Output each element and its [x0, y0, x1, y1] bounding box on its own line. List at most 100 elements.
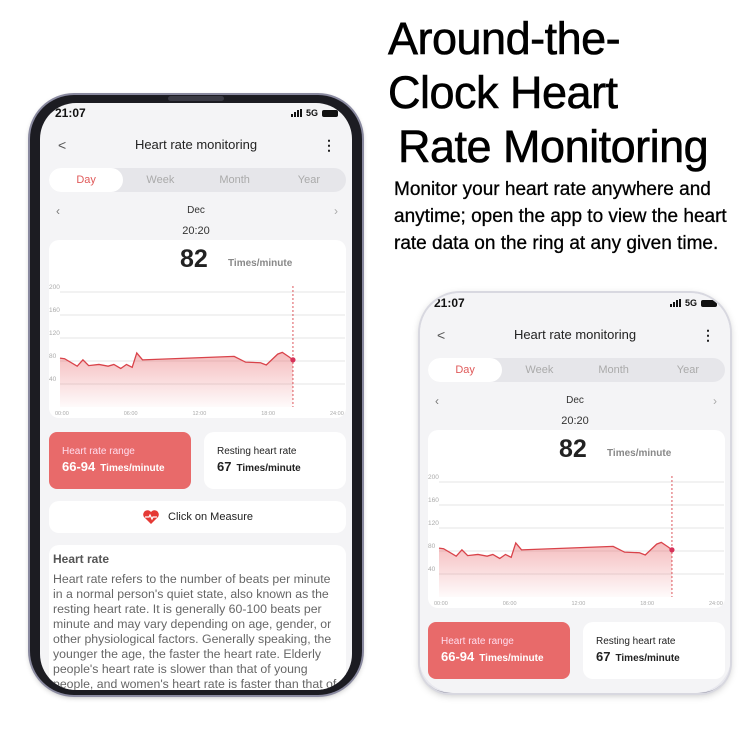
y-tick-label: 40 [49, 376, 57, 383]
selected-time: 20:20 [561, 415, 589, 427]
y-tick-label: 80 [49, 353, 57, 360]
x-tick-label: 24:00 [330, 411, 344, 417]
status-bar: 21:07 5G [55, 106, 338, 120]
kebab-menu-icon[interactable]: ⋮ [701, 327, 715, 343]
range-value: 66-94 Times/minute [441, 649, 544, 664]
info-body: Heart rate refers to the number of beats… [53, 572, 337, 690]
status-indicators: 5G [669, 296, 717, 310]
x-tick-label: 12:00 [572, 601, 586, 607]
phone-mockup: 21:07 5G < Heart rate monitoring ⋮ Day W… [420, 293, 730, 693]
phone-mockup-zoomed: 21:07 5G < Heart rate monitoring ⋮ Day W… [420, 293, 730, 693]
range-label: Heart rate range [441, 636, 514, 647]
signal-icon [669, 299, 681, 307]
y-tick-label: 200 [49, 284, 60, 291]
resting-value: 67 Times/minute [596, 649, 680, 664]
x-tick-label: 18:00 [261, 411, 275, 417]
current-unit: Times/minute [607, 448, 672, 459]
prev-date-icon[interactable]: ‹ [56, 204, 60, 218]
app-screen: 21:07 5G < Heart rate monitoring ⋮ Day W… [420, 293, 730, 693]
resting-number: 67 [596, 649, 611, 664]
app-header: < Heart rate monitoring ⋮ [420, 327, 730, 347]
battery-icon [322, 109, 338, 117]
y-tick-label: 120 [49, 330, 60, 337]
heart-rate-info-card: Heart rate Heart rate refers to the numb… [49, 545, 346, 690]
resting-heart-rate-card: Resting heart rate 67 Times/minute [583, 622, 725, 679]
range-unit: Times/minute [100, 463, 165, 474]
resting-label: Resting heart rate [596, 636, 676, 647]
headline-line: Clock Heart [388, 67, 619, 119]
y-tick-label: 40 [428, 566, 436, 573]
chevron-left-icon[interactable]: < [58, 137, 67, 153]
measure-label: Click on Measure [168, 511, 253, 523]
area-fill [60, 352, 293, 407]
chevron-left-icon[interactable]: < [437, 327, 446, 343]
phone-mockup: 21:07 5G < Heart rate monitoring ⋮ Day W… [30, 95, 362, 695]
heart-rate-chart[interactable]: 200 160 120 80 40 00:00 06:00 12:00 18:00 24:00 [428, 430, 725, 608]
resting-label: Resting heart rate [217, 446, 297, 457]
app-header: < Heart rate monitoring ⋮ [40, 137, 352, 157]
y-tick-label: 160 [428, 497, 439, 504]
tab-day[interactable]: Day [49, 168, 124, 192]
measure-button[interactable]: Click on Measure [49, 501, 346, 533]
next-date-icon[interactable]: › [713, 394, 717, 408]
tab-month[interactable]: Month [219, 174, 250, 186]
cursor-point [669, 547, 675, 553]
resting-number: 67 [217, 459, 232, 474]
x-tick-label: 00:00 [55, 411, 69, 417]
tab-week[interactable]: Week [146, 174, 175, 186]
headline-line: Rate Monitoring [398, 121, 709, 173]
x-tick-label: 06:00 [124, 411, 138, 417]
area-fill [439, 542, 672, 597]
tab-year[interactable]: Year [297, 174, 320, 186]
status-time: 21:07 [55, 106, 86, 120]
kebab-menu-icon[interactable]: ⋮ [322, 137, 336, 153]
tab-year[interactable]: Year [676, 364, 699, 376]
date-label: Dec [566, 395, 584, 406]
tab-month[interactable]: Month [598, 364, 629, 376]
selected-time: 20:20 [182, 225, 210, 237]
range-value: 66-94 Times/minute [62, 459, 165, 474]
marketing-headline: Around-the- Clock Heart Rate Monitoring [388, 12, 709, 174]
resting-heart-rate-card: Resting heart rate 67 Times/minute [204, 432, 346, 489]
status-bar: 21:07 5G [434, 296, 717, 310]
range-number: 66-94 [441, 649, 475, 664]
x-tick-label: 06:00 [503, 601, 517, 607]
range-number: 66-94 [62, 459, 96, 474]
date-label: Dec [187, 205, 205, 216]
date-nav: ‹ Dec › [40, 204, 352, 218]
heart-pulse-icon [143, 510, 159, 524]
tab-day[interactable]: Day [428, 358, 503, 382]
battery-icon [701, 299, 717, 307]
current-bpm: 82 [180, 245, 208, 273]
y-tick-label: 200 [428, 474, 439, 481]
period-tabs: Day Week Month Year [428, 358, 725, 382]
x-tick-label: 18:00 [640, 601, 654, 607]
x-tick-label: 00:00 [434, 601, 448, 607]
resting-value: 67 Times/minute [217, 459, 301, 474]
prev-date-icon[interactable]: ‹ [435, 394, 439, 408]
heart-rate-range-card: Heart rate range 66-94 Times/minute [49, 432, 191, 489]
headline-line: Around-the- [388, 13, 621, 65]
cursor-point [290, 357, 296, 363]
page-title: Heart rate monitoring [134, 137, 258, 152]
x-tick-label: 12:00 [193, 411, 207, 417]
marketing-subtitle: Monitor your heart rate anywhere and any… [394, 179, 727, 254]
next-date-icon[interactable]: › [334, 204, 338, 218]
tab-week[interactable]: Week [525, 364, 554, 376]
range-label: Heart rate range [62, 446, 135, 457]
page-title: Heart rate monitoring [513, 327, 637, 342]
heart-rate-chart-card: 82 Times/minute 200 160 120 80 40 00:00 06:00 1… [428, 430, 725, 608]
resting-unit: Times/minute [236, 463, 301, 474]
resting-unit: Times/minute [615, 653, 680, 664]
range-unit: Times/minute [479, 653, 544, 664]
y-tick-label: 120 [428, 520, 439, 527]
heart-rate-range-card: Heart rate range 66-94 Times/minute [428, 622, 570, 679]
phone-notch [168, 96, 224, 101]
status-indicators: 5G [290, 106, 338, 120]
info-title: Heart rate [53, 552, 110, 566]
heart-rate-chart[interactable]: 200 160 120 80 40 00:00 06:00 12:00 18:00 24:00 [49, 240, 346, 418]
x-tick-label: 24:00 [709, 601, 723, 607]
current-bpm: 82 [559, 435, 587, 463]
y-tick-label: 80 [428, 543, 436, 550]
network-label: 5G [305, 108, 318, 118]
